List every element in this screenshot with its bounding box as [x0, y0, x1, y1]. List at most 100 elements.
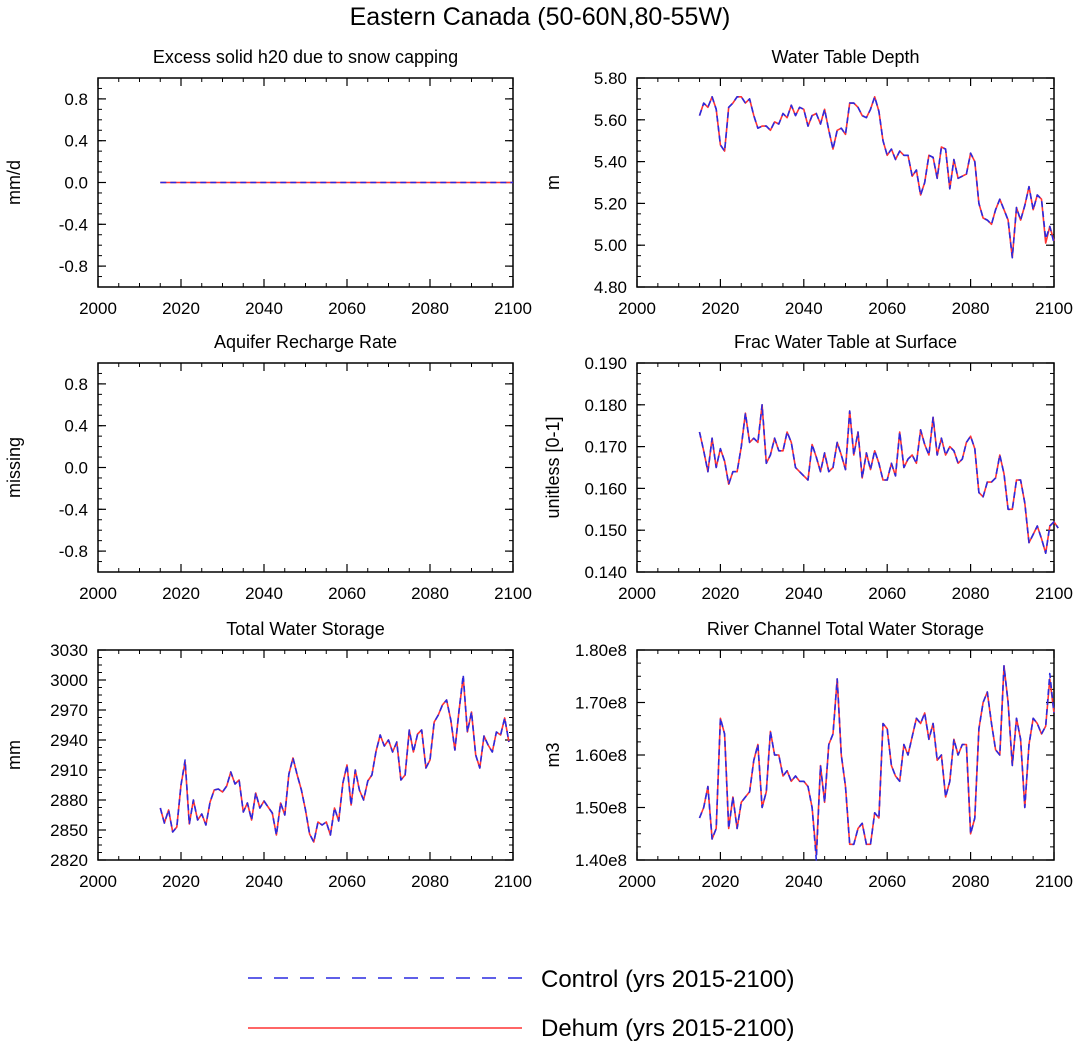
panel-title: River Channel Total Water Storage	[707, 619, 984, 639]
x-tick-label: 2040	[785, 299, 823, 318]
x-tick-label: 2060	[868, 872, 906, 891]
y-tick-label: -0.4	[59, 500, 88, 519]
x-tick-label: 2020	[701, 584, 739, 603]
y-tick-label: 5.00	[594, 236, 627, 255]
x-tick-label: 2000	[618, 299, 656, 318]
y-tick-label: 2820	[50, 851, 88, 870]
x-tick-label: 2060	[328, 299, 366, 318]
y-tick-label: 2850	[50, 821, 88, 840]
y-tick-label: 2970	[50, 701, 88, 720]
x-tick-label: 2040	[245, 299, 283, 318]
y-tick-label: 0.4	[64, 417, 88, 436]
legend: Control (yrs 2015-2100) Dehum (yrs 2015-…	[248, 966, 794, 1041]
y-tick-label: 2910	[50, 761, 88, 780]
panels: Excess solid h20 due to snow capping mm/d…	[4, 47, 1073, 891]
x-tick-label: 2060	[328, 872, 366, 891]
figure-title: Eastern Canada (50-60N,80-55W)	[350, 3, 731, 31]
panel-title: Total Water Storage	[226, 619, 384, 639]
y-tick-label: -0.8	[59, 542, 88, 561]
y-axis-label: missing	[4, 437, 24, 498]
legend-control-label: Control (yrs 2015-2100)	[541, 966, 794, 993]
y-tick-label: 5.20	[594, 194, 627, 213]
plot-frame	[636, 649, 1055, 861]
x-tick-label: 2080	[411, 299, 449, 318]
x-tick-label: 2060	[328, 584, 366, 603]
y-axis-label: m3	[543, 742, 563, 767]
y-tick-label: -0.8	[59, 257, 88, 276]
x-tick-label: 2040	[785, 872, 823, 891]
panel-title: Frac Water Table at Surface	[734, 332, 957, 352]
y-tick-label: 0.190	[584, 354, 627, 373]
y-tick-label: -0.4	[59, 215, 88, 234]
x-tick-label: 2040	[785, 584, 823, 603]
legend-dehum-label: Dehum (yrs 2015-2100)	[541, 1015, 794, 1041]
y-tick-label: 2940	[50, 731, 88, 750]
x-tick-label: 2040	[245, 872, 283, 891]
y-tick-label: 0.8	[64, 375, 88, 394]
panel-excess-solid-h2o: Excess solid h20 due to snow capping mm/d…	[4, 47, 532, 318]
y-axis-label: mm/d	[4, 160, 24, 205]
x-tick-label: 2060	[868, 584, 906, 603]
x-tick-label: 2080	[952, 299, 990, 318]
y-tick-label: 0.0	[64, 459, 88, 478]
y-tick-label: 1.80e8	[575, 641, 627, 660]
y-tick-label: 0.160	[584, 479, 627, 498]
series-line-dehum	[698, 96, 1055, 259]
y-tick-label: 0.180	[584, 396, 627, 415]
x-tick-label: 2020	[162, 584, 200, 603]
y-tick-label: 1.70e8	[575, 694, 627, 713]
y-axis-label: m	[543, 175, 563, 190]
x-tick-label: 2000	[618, 872, 656, 891]
panel-water-table-depth: Water Table Depth m 2000 2020 2040 2060 2080 21…	[543, 47, 1073, 318]
y-tick-label: 0.4	[64, 132, 88, 151]
panel-frac-water-table-surface: Frac Water Table at Surface unitless [0-1…	[543, 332, 1073, 603]
x-tick-label: 2080	[411, 872, 449, 891]
series-line-control	[698, 96, 1055, 259]
y-tick-label: 3000	[50, 671, 88, 690]
panel-river-channel-storage: River Channel Total Water Storage m3 2000 2…	[543, 619, 1073, 891]
series-line-control	[698, 403, 1059, 555]
y-tick-label: 2880	[50, 791, 88, 810]
x-tick-label: 2020	[701, 299, 739, 318]
x-tick-label: 2060	[868, 299, 906, 318]
x-tick-label: 2000	[79, 872, 117, 891]
panel-title: Aquifer Recharge Rate	[214, 332, 397, 352]
x-tick-label: 2080	[952, 584, 990, 603]
y-tick-label: 5.60	[594, 111, 627, 130]
series-line-dehum	[698, 664, 1055, 856]
y-tick-label: 1.60e8	[575, 746, 627, 765]
y-tick-label: 1.50e8	[575, 799, 627, 818]
x-tick-label: 2020	[701, 872, 739, 891]
y-tick-label: 0.170	[584, 438, 627, 457]
panel-title: Excess solid h20 due to snow capping	[153, 47, 458, 67]
panel-aquifer-recharge-rate: Aquifer Recharge Rate missing 2000 2020 2040…	[4, 332, 532, 603]
y-tick-label: 4.80	[594, 278, 627, 297]
x-tick-label: 2000	[79, 299, 117, 318]
x-tick-label: 2000	[79, 584, 117, 603]
y-tick-label: 5.80	[594, 69, 627, 88]
series-line-dehum	[159, 676, 510, 843]
y-tick-label: 0.0	[64, 174, 88, 193]
y-tick-label: 0.150	[584, 521, 627, 540]
plot-frame	[97, 649, 514, 861]
x-tick-label: 2040	[245, 584, 283, 603]
y-tick-label: 5.40	[594, 153, 627, 172]
y-tick-label: 0.140	[584, 563, 627, 582]
y-axis-label: mm	[4, 740, 24, 770]
x-tick-label: 2100	[494, 299, 532, 318]
series-line-control	[698, 664, 1055, 861]
plot-frame	[97, 362, 514, 573]
y-tick-label: 1.40e8	[575, 851, 627, 870]
x-tick-label: 2100	[1035, 872, 1073, 891]
series-line-control	[159, 674, 510, 843]
x-tick-label: 2100	[1035, 299, 1073, 318]
x-tick-label: 2080	[411, 584, 449, 603]
x-tick-label: 2080	[952, 872, 990, 891]
x-tick-label: 2020	[162, 299, 200, 318]
panel-title: Water Table Depth	[771, 47, 919, 67]
panel-total-water-storage: Total Water Storage mm 2000 2020 2040 2060 208…	[4, 619, 532, 891]
x-tick-label: 2000	[618, 584, 656, 603]
x-tick-label: 2100	[494, 584, 532, 603]
x-tick-label: 2100	[494, 872, 532, 891]
